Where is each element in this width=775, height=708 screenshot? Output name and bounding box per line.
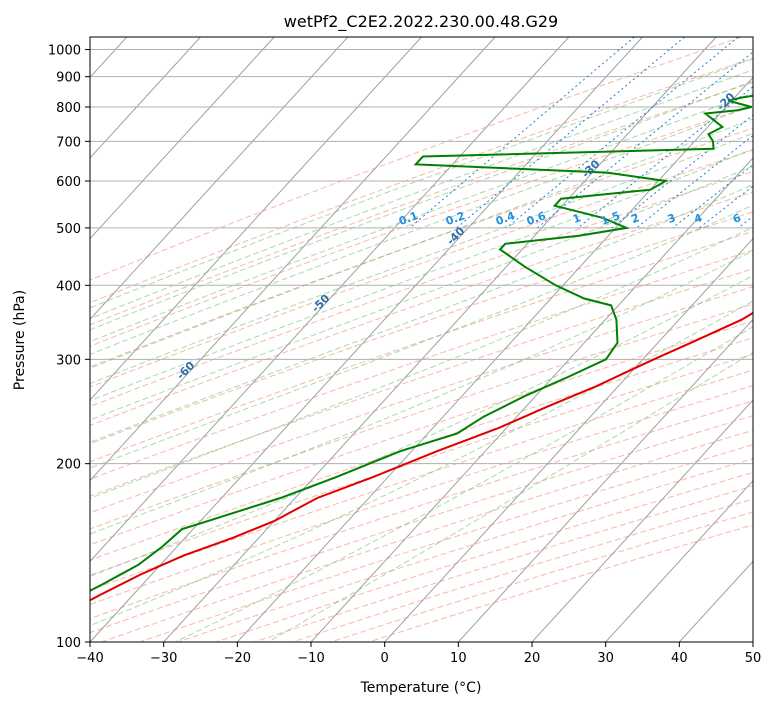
y-axis-label: Pressure (hPa) (12, 290, 28, 390)
dewpoint-profile-line (90, 94, 753, 592)
x-tick-label: 40 (671, 651, 688, 666)
dry-adiabat-line (90, 303, 753, 530)
mixing-ratio-line (456, 37, 685, 229)
mixing-ratio-label: 0.4 (494, 209, 517, 228)
y-tick-label: 100 (56, 636, 81, 651)
y-tick-label: 200 (56, 458, 81, 473)
moist-adiabat-line (90, 148, 753, 402)
series-layer (90, 94, 753, 602)
isotherm-line (90, 37, 275, 240)
x-tick-label: 50 (745, 651, 762, 666)
x-tick-label: 10 (450, 651, 467, 666)
plot-frame (89, 36, 754, 643)
y-tick-label: 300 (56, 353, 81, 368)
isotherm-line (90, 37, 349, 321)
isotherm-line (236, 76, 753, 642)
y-tick-label: 900 (56, 71, 81, 86)
dry-adiabat-line (90, 369, 753, 591)
x-tick-label: 30 (597, 651, 614, 666)
isotherm-line (90, 37, 422, 401)
dry-adiabat-line (90, 268, 753, 497)
isotherm-line (310, 157, 753, 642)
dry-adiabat-line (90, 81, 753, 326)
mixing-ratio-label: 0.2 (444, 209, 467, 228)
y-tick-label: 400 (56, 279, 81, 294)
dry-adiabat-line (90, 57, 753, 304)
dry-adiabat-line (90, 320, 753, 546)
x-tick-label: −30 (150, 651, 177, 666)
dry-adiabat-line (90, 211, 753, 445)
dry-adiabat-line (90, 230, 753, 463)
moist-adiabat-line (90, 118, 753, 369)
y-tick-label: 700 (56, 135, 81, 150)
x-tick-label: −20 (224, 651, 251, 666)
x-tick-label: 0 (381, 651, 389, 666)
mixing-ratio-label: 1.5 (599, 209, 622, 228)
isotherm-line (457, 318, 753, 642)
isotherm-line (384, 237, 753, 642)
y-tick-label: 800 (56, 101, 81, 116)
mixing-ratio-label: 0.6 (525, 209, 548, 228)
moist-adiabat-line (90, 184, 753, 443)
moist-adiabat-line (90, 105, 753, 355)
mixing-ratio-label: 4 (692, 211, 704, 226)
isotherm-line (90, 37, 201, 159)
dry-adiabat-line (90, 353, 753, 576)
x-tick-label: 20 (524, 651, 541, 666)
y-tick-label: 600 (56, 175, 81, 190)
mixing-ratio-line (577, 86, 753, 229)
isotherm-line (605, 479, 753, 642)
isotherm-line (90, 37, 496, 482)
isotherm-line (163, 37, 717, 642)
mixing-ratio-line (409, 37, 635, 229)
isotherm-line (90, 37, 643, 642)
chart-title: wetPf2_C2E2.2022.230.00.48.G29 (284, 12, 558, 32)
moist-adiabat-line (90, 204, 753, 469)
mixing-ratio-label: 2 (629, 211, 641, 226)
moist-adiabat-line (90, 165, 753, 421)
moist-adiabat-line (90, 69, 753, 320)
y-tick-label: 1000 (48, 44, 81, 59)
isotherm-line (90, 37, 570, 563)
moist-adiabat-line (90, 58, 753, 309)
dry-adiabat-line (90, 127, 753, 368)
dry-adiabat-line (90, 37, 742, 281)
axes: −40 −30 −20 −10 0 10 20 30 40 5010020030040050060… (48, 44, 761, 666)
moist-adiabat-line (90, 300, 753, 627)
x-axis-label: Temperature (°C) (360, 680, 482, 696)
background-lines (90, 37, 753, 642)
moist-adiabat-line (90, 250, 753, 535)
x-tick-label: −10 (297, 651, 324, 666)
moist-adiabat-line (90, 92, 753, 343)
y-tick-label: 500 (56, 222, 81, 237)
mixing-ratio-label: 6 (731, 211, 743, 226)
moist-adiabat-line (90, 226, 753, 499)
isotherm-line (531, 399, 753, 642)
mixing-ratio-label: 3 (666, 211, 678, 226)
x-tick-label: −40 (76, 651, 103, 666)
moist-adiabat-line (90, 80, 753, 331)
mixing-ratio-label: 1 (571, 211, 583, 226)
mixing-ratio-line (672, 164, 753, 229)
mixing-ratio-label: 0.1 (397, 209, 420, 228)
temperature-profile-line (90, 311, 753, 602)
